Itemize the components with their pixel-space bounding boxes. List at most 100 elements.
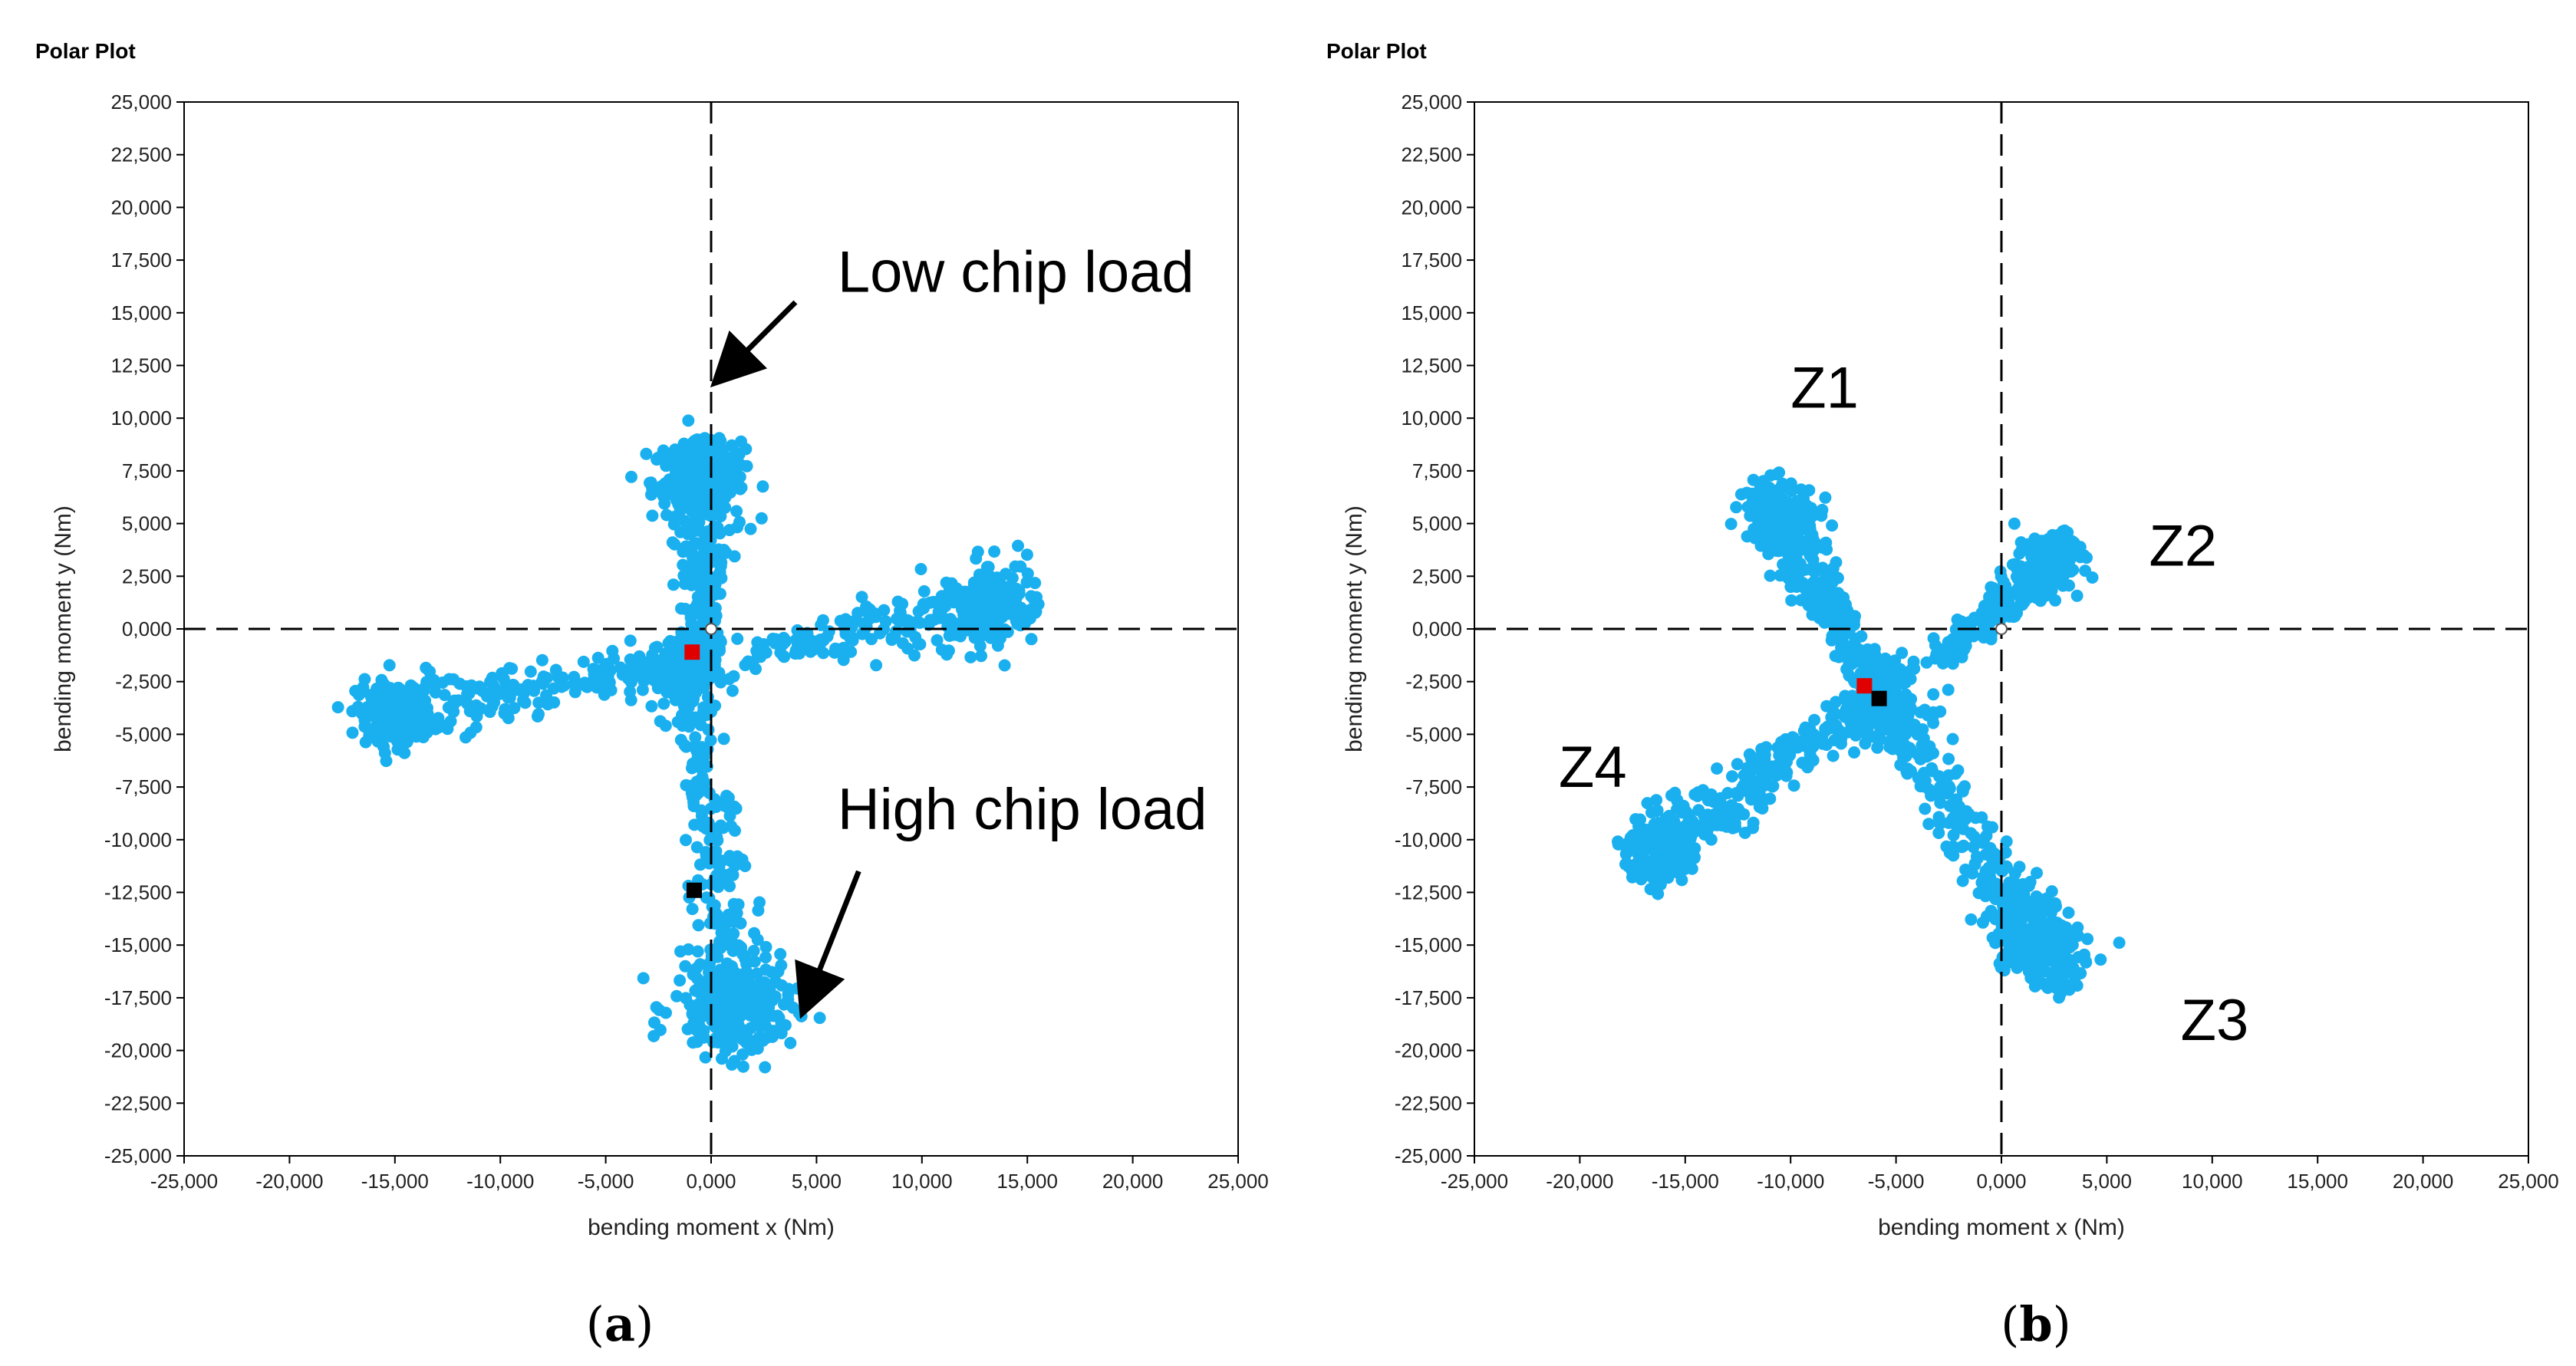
panel-a-ytick-label: 10,000 [110,407,172,430]
panel-b-point [1650,805,1663,818]
panel-a-point [934,611,946,624]
panel-b-ytick-label: -20,000 [1395,1039,1462,1062]
panel-b-point [2017,575,2030,588]
panel-a-point [628,670,641,683]
panel-b-point [2113,936,2126,950]
panel-a-point [739,659,752,672]
panel-b-point [1764,569,1777,582]
panel-b-point [2024,875,2037,888]
panel-a-point [759,951,772,964]
panel-a-point [558,679,571,692]
panel-b-point [1759,522,1772,535]
panel-b-point [2015,591,2028,604]
panel-b-point [2063,545,2076,558]
panel-a-point [733,470,746,483]
panel-a-point [870,659,883,672]
panel-a-point [687,606,700,619]
panel-b-point [2026,588,2039,601]
panel-a-point [503,662,516,675]
panel-a-point [410,730,423,743]
panel-b-point [1746,499,1759,512]
panel-a-point [651,682,664,695]
panel-b-point [1808,713,1821,726]
panel-a-point [720,957,733,970]
panel-a-point [696,680,709,693]
panel-b-point [1644,838,1657,851]
panel-a-point [723,673,736,686]
panel-b-point [1798,499,1811,512]
panel-a-point [676,709,688,722]
panel-a-point [727,856,740,869]
panel-a-point [647,1029,660,1042]
panel-a-ytick-label: 15,000 [110,301,172,324]
panel-a-point [734,917,747,930]
panel-a-point [964,650,977,663]
panel-a-ytick-label: 7,500 [122,459,172,482]
panel-a-point [709,653,722,667]
panel-b-point [1952,764,1965,777]
panel-a-point [988,545,1001,558]
panel-a-point [657,697,670,710]
panel-a-mean-black-marker [687,882,703,898]
panel-b-point [1774,569,1787,582]
panel-b-point [1864,714,1877,727]
panel-a-point [438,689,451,702]
panel-a-ytick-label: -5,000 [115,722,172,746]
panel-a-xtick-label: 20,000 [1102,1170,1164,1193]
panel-b-point [1996,950,2009,963]
panel-b-point [2067,564,2080,576]
panel-a-point [568,677,580,690]
panel-a-point [374,724,387,737]
panel-a-point [1001,625,1014,638]
panel-a-point [750,967,763,980]
panel-a-point [910,615,923,628]
panel-a-point [686,1007,699,1020]
panel-b-point [1726,770,1738,783]
panel-b-point [1785,738,1798,751]
panel-a-point [650,1001,663,1014]
panel-b-crosshair [1474,102,2528,1156]
panel-a-point [331,701,344,714]
panel-a-point [664,685,677,698]
panel-b-point [1920,656,1933,669]
panel-b-point [1655,844,1668,857]
panel-b-markers [1856,678,1887,706]
panel-a-point [869,611,882,624]
panel-a-point [470,706,483,719]
panel-b-point [1962,616,1975,629]
panel-a-point [756,1002,769,1015]
panel-b-point [1965,827,1978,840]
panel-b-origin-marker [1995,623,2008,635]
panel-a-point [766,632,779,645]
panel-b-point [1650,794,1663,807]
panel-b-point [1989,936,2001,950]
panel-a-xtick-label: -5,000 [578,1170,634,1193]
panel-b-point [1985,863,1997,876]
panel-b-point [2032,904,2045,917]
panel-b-point [2046,528,2059,541]
panel-b-point [1828,614,1841,627]
panel-a-point [670,989,684,1002]
panel-b-ytick-label: 22,500 [1401,143,1462,166]
panel-b-xtick-label: 20,000 [2393,1170,2454,1193]
panel-a-point [691,945,704,958]
panel-a-point [837,653,850,667]
panel-b-point [1650,854,1663,867]
panel-b-point [1985,581,1998,594]
panel-a-annotation-arrow [710,300,798,388]
caption-a-open: ( [586,1296,604,1352]
panel-a-point [700,849,713,862]
panel-a-point [693,551,707,565]
panel-b-point [1853,698,1866,711]
panel-b-point [1767,760,1780,773]
panel-a-point [1020,548,1033,561]
panel-a-point [591,651,604,664]
panel-b-ytick-label: -25,000 [1395,1144,1462,1167]
panel-a-point [735,941,748,954]
panel-a-point [469,721,483,734]
panel-a-point [700,639,713,652]
panel-a-point [721,801,734,814]
panel-a-point [624,634,637,647]
panel-a-point [356,683,369,696]
panel-b-point [1767,506,1780,519]
